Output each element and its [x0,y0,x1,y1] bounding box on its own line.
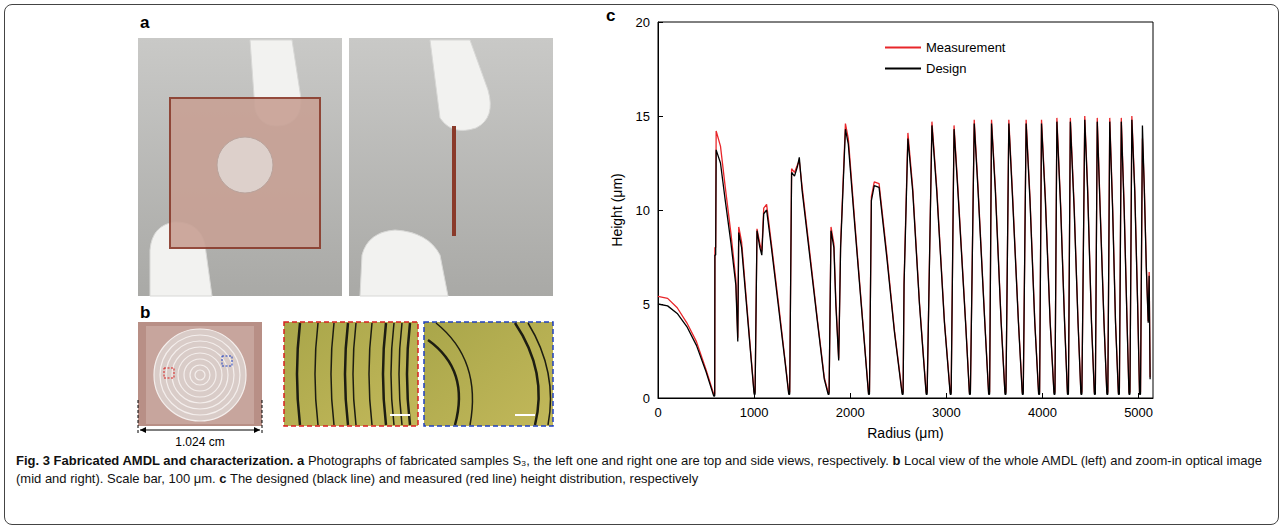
svg-text:0: 0 [643,391,650,406]
svg-text:15: 15 [636,109,650,124]
html-text:c: c [606,6,616,25]
svg-text:Height (μm): Height (μm) [609,173,625,246]
svg-text:10: 10 [636,203,650,218]
svg-text:1.024 cm: 1.024 cm [175,435,224,449]
svg-text:1000: 1000 [740,405,769,420]
html-text:Fig. 3 Fabricated AMDL and cha: Fig. 3 Fabricated AMDL and characterizat… [16,453,1262,486]
svg-text:3000: 3000 [932,405,961,420]
svg-text:0: 0 [654,405,661,420]
svg-text:4000: 4000 [1028,405,1057,420]
svg-text:a: a [140,13,150,32]
svg-text:Design: Design [926,61,966,76]
svg-text:2000: 2000 [836,405,865,420]
svg-text:20: 20 [636,15,650,30]
svg-text:b: b [140,303,150,322]
svg-text:Radius (μm): Radius (μm) [867,425,944,441]
svg-text:5000: 5000 [1124,405,1153,420]
svg-text:5: 5 [643,297,650,312]
svg-text:Measurement: Measurement [926,40,1006,55]
